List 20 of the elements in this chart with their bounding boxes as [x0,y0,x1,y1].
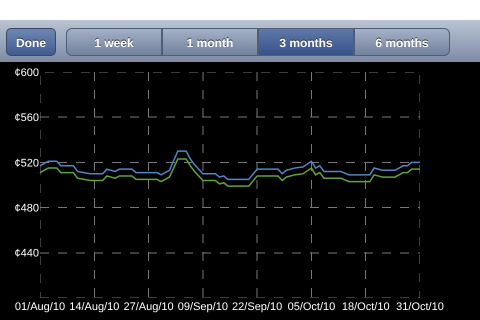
range-button: 6 months [354,28,450,56]
y-tick-label: ¢440 [14,248,39,260]
x-tick-label: 22/Sep/10 [232,301,282,313]
x-tick-label: 27/Aug/10 [123,301,174,313]
line-series [40,150,420,180]
y-tick-label: ¢520 [14,157,39,170]
range-button: 1 month [162,28,258,56]
x-tick-label: 31/Oct/10 [396,301,444,313]
y-tick-label: ¢480 [14,202,39,214]
x-tick-label: 05/Oct/10 [288,301,336,313]
y-tick-label: ¢600 [14,66,39,79]
range-button: 3 months [258,28,354,56]
x-tick-label: 09/Sep/10 [178,301,228,313]
x-tick-label: 01/Aug/10 [14,301,66,313]
x-tick-label: 14/Aug/10 [69,301,120,313]
y-tick-label: ¢560 [14,112,39,124]
range-button: 1 week [66,28,162,56]
done-button: Done [6,28,56,56]
line-series [40,158,420,187]
x-tick-label: 18/Oct/10 [342,301,390,313]
